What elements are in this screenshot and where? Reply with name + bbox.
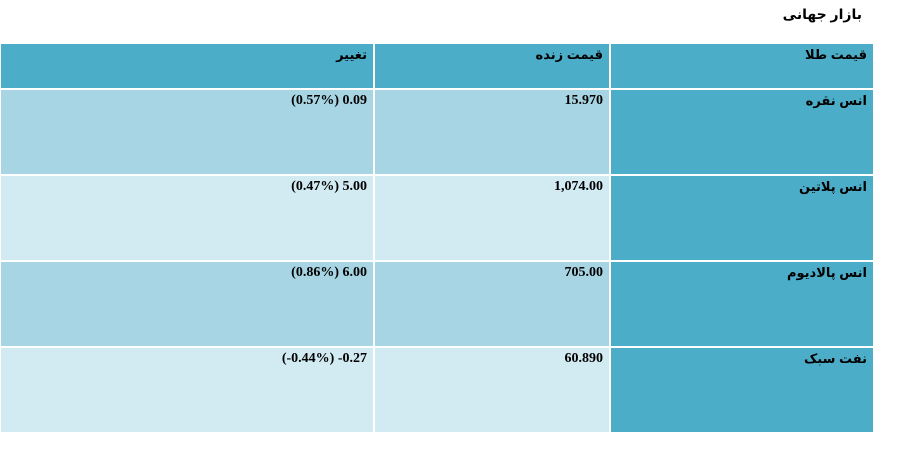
instrument-name-cell: انس پلاتین [611, 176, 873, 260]
price-cell: 1,074.00 [375, 176, 609, 260]
price-value: 60.890 [564, 351, 604, 366]
column-header-live-price: قیمت زنده [375, 44, 609, 88]
change-value: (0.86%) 6.00 [291, 265, 367, 280]
price-cell: 60.890 [375, 348, 609, 432]
change-cell: (0.57%) 0.09 [1, 90, 373, 174]
header-divider [1, 88, 871, 90]
column-header-change: تغییر [1, 44, 373, 88]
page-title: بازار جهانی [782, 6, 862, 22]
change-cell: (0.86%) 6.00 [1, 262, 373, 346]
price-value: 1,074.00 [554, 179, 603, 194]
market-table: تغییر قیمت زنده قیمت طلا (0.57%) 0.09 15… [1, 44, 873, 432]
price-cell: 15.970 [375, 90, 609, 174]
price-cell: 705.00 [375, 262, 609, 346]
instrument-name-cell: نفت سبک [611, 348, 873, 432]
instrument-name-cell: انس پالادیوم [611, 262, 873, 346]
change-cell: (0.47%) 5.00 [1, 176, 373, 260]
instrument-name-cell: انس نقره [611, 90, 873, 174]
column-header-gold-price: قیمت طلا [611, 44, 873, 88]
change-value: (0.57%) 0.09 [291, 93, 367, 108]
change-value: (0.47%) 5.00 [291, 179, 367, 194]
change-cell: (-0.44%) -0.27 [1, 348, 373, 432]
price-value: 705.00 [564, 265, 604, 280]
price-value: 15.970 [564, 93, 604, 108]
change-value: (-0.44%) -0.27 [281, 351, 367, 366]
